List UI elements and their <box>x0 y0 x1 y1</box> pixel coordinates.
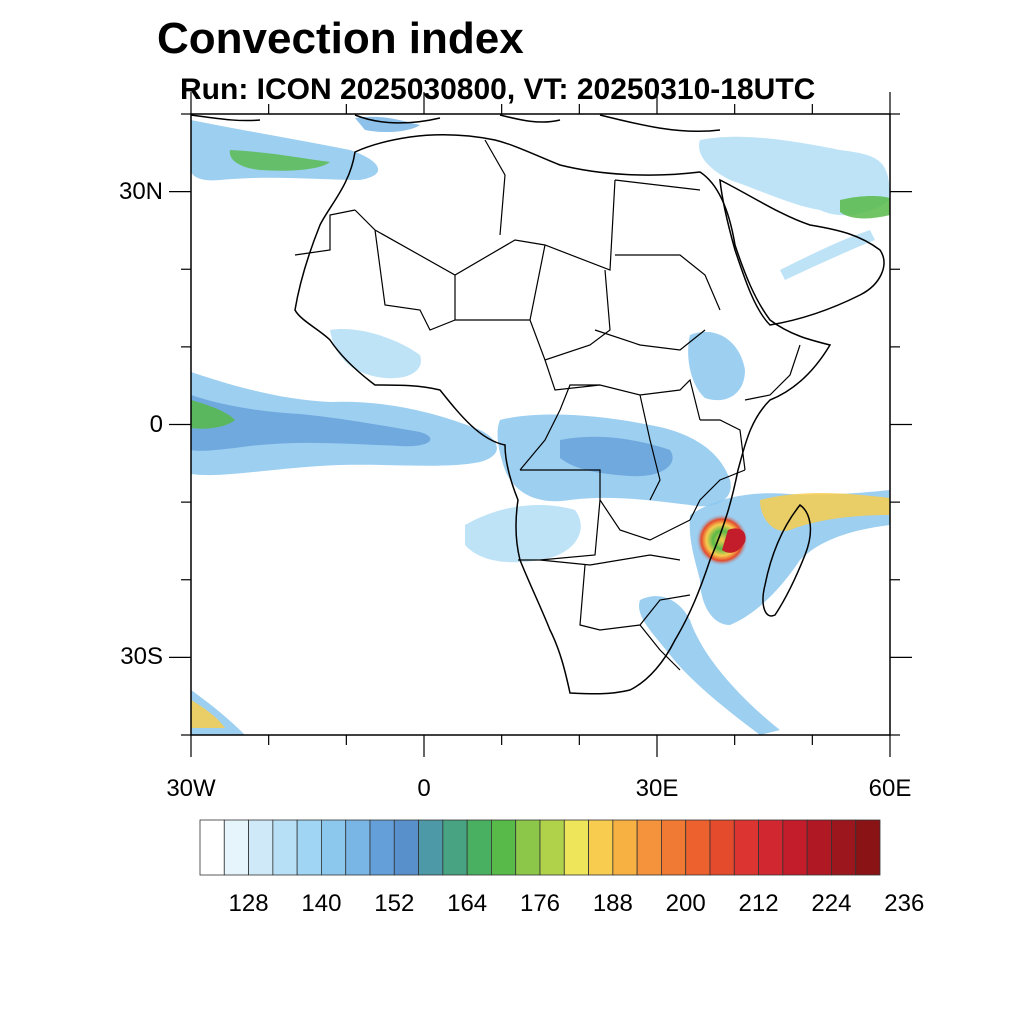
convection-field <box>191 116 890 735</box>
colorbar-swatch <box>539 819 565 876</box>
lat-tick-label: 30S <box>120 643 163 671</box>
colorbar-swatch <box>296 819 322 876</box>
colorbar-swatch <box>782 819 808 876</box>
convection-east-africa <box>688 331 745 401</box>
colorbar-label: 128 <box>228 890 269 917</box>
colorbar-swatch <box>636 819 662 876</box>
colorbar-swatch <box>272 819 298 876</box>
colorbar-label: 212 <box>738 890 779 917</box>
colorbar-swatch <box>806 819 832 876</box>
convection-north-atlantic-green <box>229 150 330 171</box>
colorbar-label: 224 <box>811 890 852 917</box>
madagascar-coastline <box>762 503 812 617</box>
colorbar-swatch <box>491 819 517 876</box>
convection-sw-corner-yellow <box>191 700 225 728</box>
colorbar-swatch <box>321 819 347 876</box>
colorbar-label: 176 <box>519 890 561 917</box>
colorbar-swatch <box>588 819 614 876</box>
convection-atlantic-green <box>191 400 235 429</box>
lat-tick-label: 0 <box>149 410 163 438</box>
cyclone-core-red <box>722 528 746 553</box>
map-title: Convection index <box>157 14 524 63</box>
colorbar-label: 188 <box>592 890 633 917</box>
colorbar-swatch <box>345 819 371 876</box>
country-borders <box>294 139 801 671</box>
convection-arabia-streak <box>780 230 875 280</box>
lon-tick-label: 60E <box>868 775 912 802</box>
colorbar-swatch <box>685 819 711 876</box>
colorbar-swatch <box>223 819 249 876</box>
colorbar-swatch <box>563 819 589 876</box>
convection-se-africa <box>639 596 780 735</box>
colorbar-swatch <box>393 819 419 876</box>
colorbar-swatch <box>442 819 468 876</box>
colorbar-swatch <box>369 819 395 876</box>
colorbar-swatch <box>515 819 541 876</box>
colorbar-label: 236 <box>884 890 925 917</box>
colorbar-swatch <box>733 819 759 876</box>
map-subtitle: Run: ICON 2025030800, VT: 20250310-18UTC <box>180 73 816 106</box>
colorbar-label: 140 <box>301 890 342 917</box>
convection-west-africa <box>330 329 421 379</box>
colorbar-swatch <box>612 819 638 876</box>
convection-middle-east <box>699 136 890 216</box>
colorbar-swatch <box>709 819 735 876</box>
colorbar-label: 152 <box>374 890 415 917</box>
colorbar-swatch <box>199 819 225 876</box>
coastlines <box>191 114 885 695</box>
convection-north-atlantic <box>191 120 379 181</box>
convection-madagascar-band <box>760 493 890 531</box>
axis-ticks <box>169 92 912 757</box>
border-lines <box>294 139 801 671</box>
convection-central-core <box>560 436 673 477</box>
lat-tick-label: 30N <box>118 177 163 205</box>
colorbar <box>199 819 881 876</box>
lon-tick-label: 30E <box>635 775 679 802</box>
colorbar-swatch <box>831 819 857 876</box>
lon-tick-label: 0 <box>417 775 431 802</box>
colorbar-swatch <box>855 819 881 876</box>
convection-gulf-green <box>840 195 890 219</box>
tropical-cyclone <box>696 514 748 566</box>
colorbar-swatch <box>248 819 274 876</box>
colorbar-swatch <box>418 819 444 876</box>
arabia-coastline <box>719 178 885 326</box>
convection-angola <box>465 505 581 563</box>
colorbar-swatch <box>758 819 784 876</box>
lon-tick-label: 30W <box>166 775 216 802</box>
convection-atlantic-core <box>191 395 431 451</box>
africa-coastline <box>294 134 832 695</box>
colorbar-label: 164 <box>447 890 488 917</box>
colorbar-label: 200 <box>665 890 706 917</box>
europe-coastline <box>191 114 721 133</box>
colorbar-swatch <box>661 819 687 876</box>
colorbar-swatch <box>466 819 492 876</box>
